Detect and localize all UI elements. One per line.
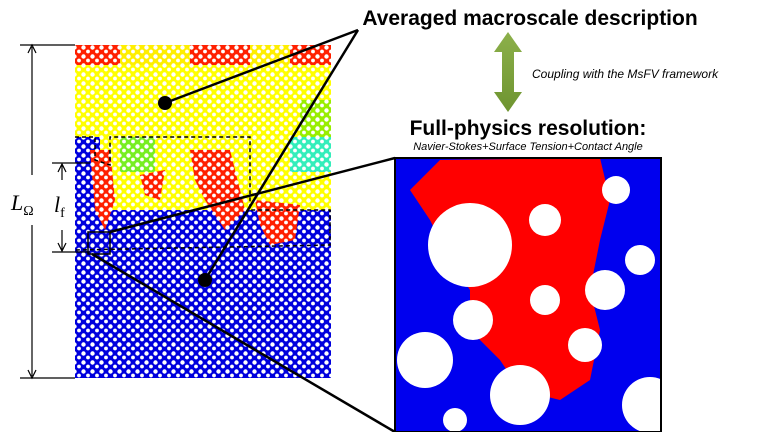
macro-point xyxy=(198,273,212,287)
front-length-label: lf xyxy=(54,192,65,221)
zoom-subtitle: Navier-Stokes+Surface Tension+Contact An… xyxy=(413,141,643,153)
porous-medium xyxy=(75,45,331,378)
coupling-label: Coupling with the MsFV framework xyxy=(532,67,719,81)
domain-length-label: LΩ xyxy=(10,190,34,219)
zoom-view xyxy=(395,158,678,432)
zoom-title: Full-physics resolution: xyxy=(410,117,647,140)
figure: LΩ lf Averaged macroscale description Co… xyxy=(0,0,760,432)
macro-point xyxy=(158,96,172,110)
title: Averaged macroscale description xyxy=(362,7,697,30)
coupling-arrow xyxy=(494,32,522,112)
